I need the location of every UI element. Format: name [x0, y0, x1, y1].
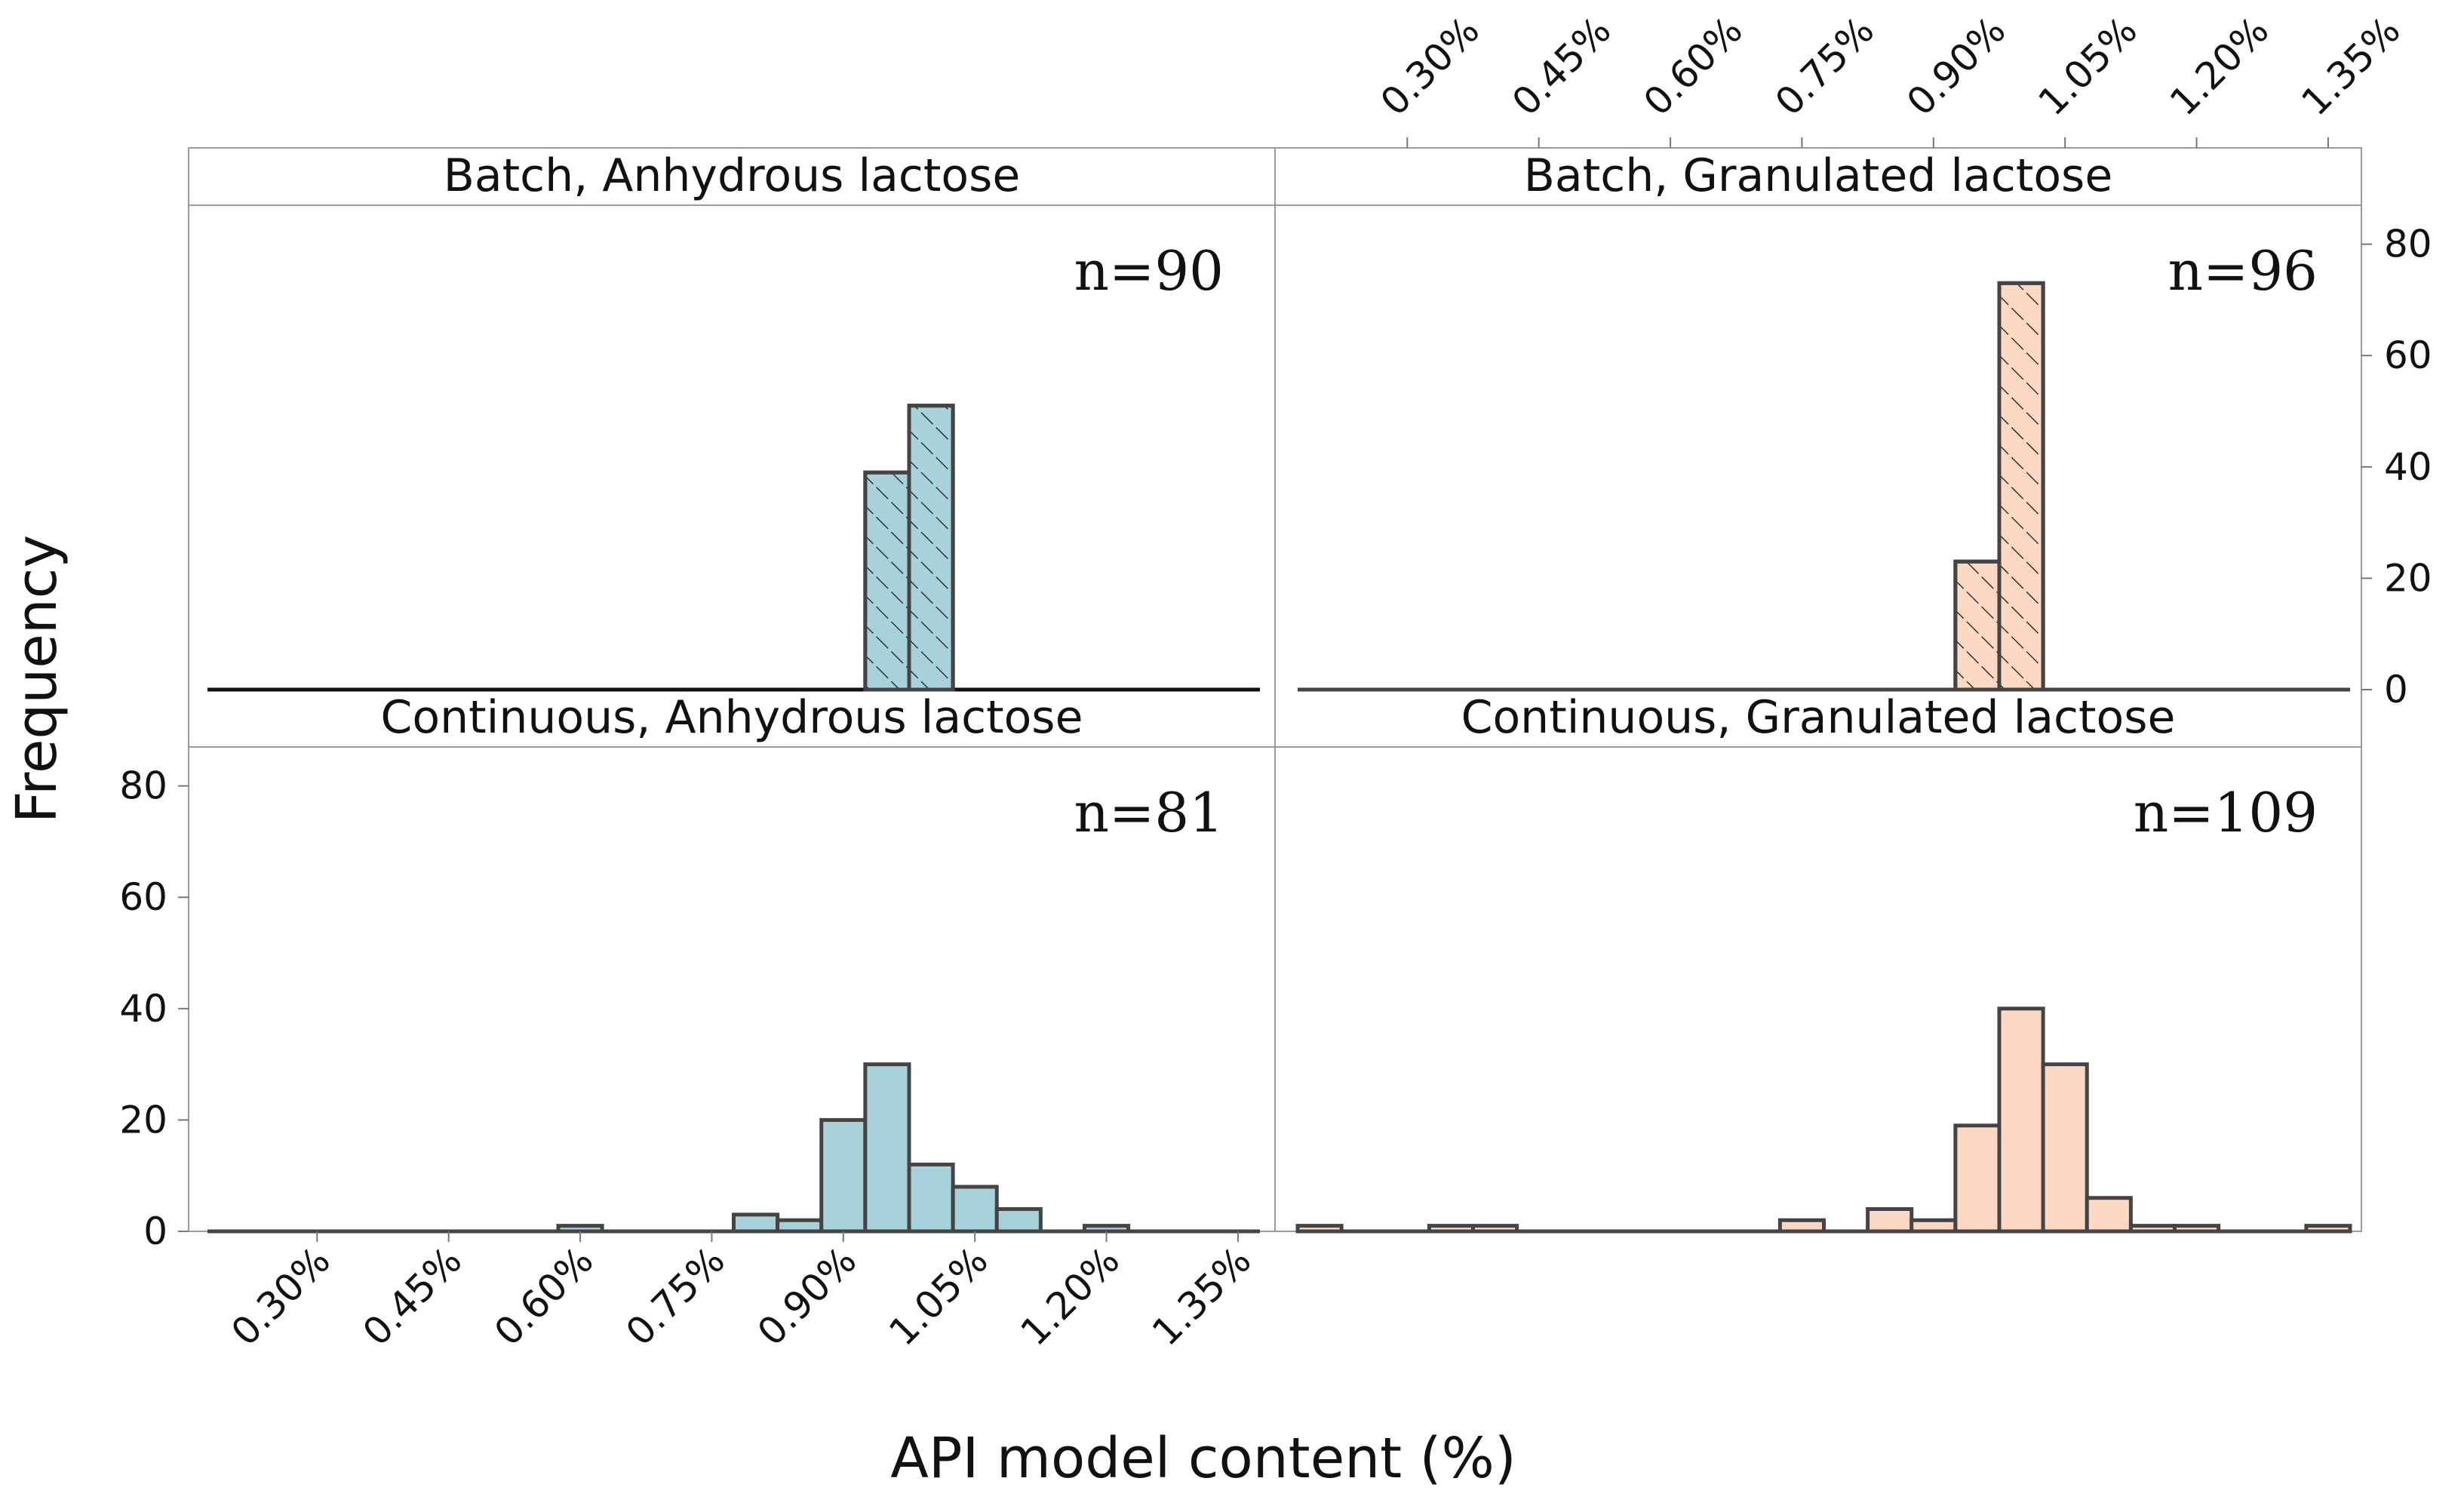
y-tick-label: 20	[2384, 556, 2432, 600]
x-tick-label: 0.90%	[749, 1238, 865, 1354]
y-axis-left: 0 20 40 60 80	[119, 764, 189, 1253]
histogram-bar	[994, 1206, 1043, 1234]
histogram-bar	[1295, 1224, 1344, 1234]
bar-hatch	[863, 470, 911, 692]
y-tick-label: 20	[119, 1098, 167, 1142]
histogram-bar	[1866, 1206, 1914, 1234]
x-axis-bottom: 0.30% 0.45% 0.60% 0.75% 0.90% 1.05% 1.20% 1.35%	[223, 1231, 1259, 1354]
x-tick-label: 1.20%	[2161, 8, 2277, 124]
x-tick-label: 0.45%	[1504, 8, 1619, 124]
x-tick-label: 1.05%	[880, 1238, 996, 1354]
x-tick-label: 1.20%	[1012, 1238, 1128, 1354]
x-tick-label: 1.05%	[2030, 8, 2146, 124]
histogram-bar	[1953, 1123, 2002, 1234]
y-tick-label: 60	[2384, 333, 2432, 377]
bar-hatch	[1953, 559, 2002, 692]
panel-title: Continuous, Granulated lactose	[1461, 691, 2176, 744]
histogram-bar	[556, 1224, 604, 1234]
x-axis-top: 0.30% 0.45% 0.60% 0.75% 0.90% 1.05% 1.20% 1.35%	[1372, 8, 2409, 148]
sample-size-label: n=81	[1074, 781, 1224, 844]
y-tick-label: 80	[2384, 223, 2432, 266]
histogram-bar	[1997, 1006, 2045, 1234]
panel-title: Batch, Granulated lactose	[1524, 149, 2112, 202]
histogram-bar	[732, 1212, 780, 1234]
sample-size-label: n=90	[1074, 239, 1224, 303]
x-tick-label: 0.60%	[486, 1238, 601, 1354]
bar-hatch	[907, 404, 955, 692]
histogram-bar	[1471, 1224, 1519, 1234]
x-tick-label: 0.75%	[1767, 8, 1882, 124]
panel-3: Continuous, Anhydrous lactose n=81	[207, 691, 1260, 1234]
y-tick-label: 40	[2384, 445, 2432, 489]
panel-title: Continuous, Anhydrous lactose	[381, 691, 1083, 744]
y-tick-label: 40	[119, 987, 167, 1031]
sample-size-label: n=96	[2168, 239, 2318, 303]
panel-2: Batch, Granulated lactose n=96	[1298, 149, 2350, 692]
histogram-bar	[776, 1218, 824, 1234]
y-axis-right: 0 20 40 60 80	[2361, 223, 2432, 711]
histogram-bar	[951, 1185, 999, 1234]
histogram-bar	[2304, 1224, 2352, 1234]
panel-title: Batch, Anhydrous lactose	[444, 149, 1021, 202]
y-tick-label: 0	[2384, 668, 2408, 711]
facet-panels: Batch, Anhydrous lactose n=90 Batch, Granu…	[119, 8, 2432, 1354]
y-tick-label: 60	[119, 875, 167, 919]
panel-4: Continuous, Granulated lactose n=109	[1295, 691, 2352, 1234]
x-tick-label: 0.90%	[1898, 8, 2014, 124]
x-tick-label: 0.60%	[1636, 8, 1751, 124]
histogram-bar	[1777, 1218, 1826, 1234]
y-tick-label: 80	[119, 764, 167, 808]
bar-hatch	[1997, 281, 2045, 692]
x-tick-label: 0.30%	[223, 1238, 338, 1354]
x-tick-label: 0.30%	[1372, 8, 1488, 124]
x-tick-label: 0.45%	[355, 1238, 470, 1354]
histogram-bar	[2041, 1062, 2089, 1234]
sample-size-label: n=109	[2134, 781, 2318, 844]
histogram-bar	[1427, 1224, 1475, 1234]
y-tick-label: 0	[143, 1209, 167, 1253]
x-tick-label: 1.35%	[2293, 8, 2408, 124]
histogram-bar	[819, 1117, 868, 1234]
histogram-bar	[2085, 1196, 2133, 1234]
histogram-bar	[907, 1162, 955, 1234]
panel-1: Batch, Anhydrous lactose n=90	[207, 149, 1260, 692]
histogram-bar	[863, 1062, 911, 1234]
x-tick-label: 0.75%	[618, 1238, 733, 1354]
y-axis-title: Frequency	[5, 535, 69, 823]
x-axis-title: API model content (%)	[890, 1426, 1516, 1491]
histogram-bar	[2128, 1224, 2177, 1234]
histogram-bar	[1083, 1224, 1131, 1234]
histogram-bar	[1909, 1218, 1958, 1234]
x-tick-label: 1.35%	[1144, 1238, 1259, 1354]
histogram-bar	[2173, 1224, 2221, 1234]
